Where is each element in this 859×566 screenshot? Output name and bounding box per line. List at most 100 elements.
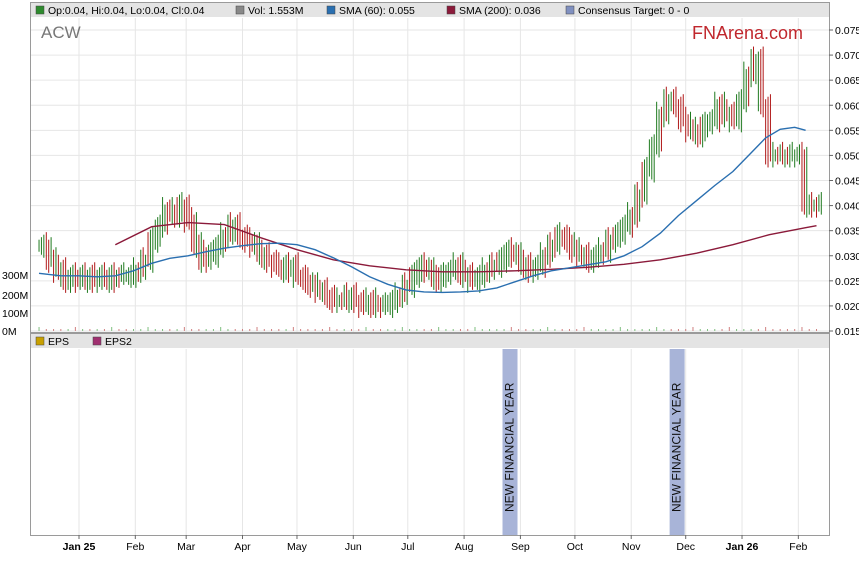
volume-bar — [605, 329, 607, 331]
volume-bar — [634, 329, 636, 331]
volume-bar — [736, 329, 738, 331]
volume-bar — [125, 329, 127, 331]
x-tick-label: Aug — [455, 541, 474, 553]
legend-swatch — [446, 5, 456, 15]
volume-bar — [445, 329, 447, 331]
volume-bar — [154, 329, 156, 331]
x-tick-label: Jan 25 — [63, 541, 96, 553]
volume-bar — [60, 329, 62, 331]
volume-bar — [598, 329, 600, 331]
volume-bar — [612, 329, 614, 331]
volume-bar — [307, 329, 309, 331]
sma200-line — [114, 221, 817, 273]
sma60-line — [38, 126, 806, 294]
y-tick-label: 0.065 — [835, 75, 859, 87]
event-band — [502, 349, 518, 535]
volume-bar — [329, 327, 331, 331]
volume-bar — [489, 329, 491, 331]
volume-bar — [191, 329, 193, 331]
event-label: NEW FINANCIAL YEAR — [503, 382, 517, 512]
volume-bar — [728, 327, 730, 331]
y-tick-label: 0.060 — [835, 100, 859, 112]
legend: Op:0.04, Hi:0.04, Lo:0.04, Cl:0.04 Vol: 1… — [35, 5, 689, 17]
volume-bar — [336, 329, 338, 331]
volume-tick-label: 100M — [2, 308, 28, 320]
legend-swatch — [92, 336, 102, 346]
volume-bar — [547, 327, 549, 331]
eps-panel — [30, 333, 830, 536]
volume-bar — [183, 327, 185, 331]
volume-bar — [794, 329, 796, 331]
y-tick-label: 0.055 — [835, 125, 859, 137]
volume-bar — [815, 329, 817, 331]
legend-bar-eps — [31, 334, 829, 348]
volume-bar — [372, 329, 374, 331]
volume-bar — [205, 329, 207, 331]
volume-bar — [387, 329, 389, 331]
price-candles — [38, 46, 822, 318]
y-axis: 0.075 0.070 0.065 0.060 0.055 0.050 0.045 0.040… — [829, 25, 859, 338]
volume-bar — [786, 329, 788, 331]
legend-entry: Op:0.04, Hi:0.04, Lo:0.04, Cl:0.04 — [48, 5, 205, 17]
volume-bar — [765, 327, 767, 331]
x-tick-label: Jul — [401, 541, 414, 553]
volume-bar — [212, 329, 214, 331]
volume-bar — [82, 329, 84, 331]
volume-bar — [641, 329, 643, 331]
volume-bar — [525, 329, 527, 331]
x-tick-label: Oct — [567, 541, 583, 553]
volume-tick-label: 0M — [2, 326, 17, 338]
volume-bar — [343, 329, 345, 331]
volume-bar — [220, 327, 222, 331]
volume-bar — [162, 329, 164, 331]
volume-bar — [401, 327, 403, 331]
y-tick-label: 0.035 — [835, 226, 859, 238]
volume-bar — [140, 329, 142, 331]
volume-bar — [452, 329, 454, 331]
volume-bar — [568, 329, 570, 331]
volume-bar — [38, 327, 40, 331]
volume-bars — [38, 327, 817, 331]
volume-bar — [656, 327, 658, 331]
y-tick-label: 0.045 — [835, 176, 859, 188]
volume-bar — [271, 329, 273, 331]
y-tick-label: 0.070 — [835, 50, 859, 62]
y-tick-label: 0.025 — [835, 276, 859, 288]
legend-eps: EPS EPS2 — [35, 336, 132, 348]
legend-swatch — [235, 5, 245, 15]
legend-swatch — [565, 5, 575, 15]
volume-bar — [132, 329, 134, 331]
volume-bar — [249, 329, 251, 331]
volume-bar — [496, 329, 498, 331]
volume-bar — [503, 329, 505, 331]
volume-bar — [263, 329, 265, 331]
y-tick-label: 0.020 — [835, 301, 859, 313]
event-bands: NEW FINANCIAL YEAR NEW FINANCIAL YEAR — [502, 349, 685, 535]
volume-bar — [692, 327, 694, 331]
volume-bar — [292, 327, 294, 331]
volume-bar — [663, 329, 665, 331]
price-panel — [30, 2, 830, 333]
legend-entry: SMA (60): 0.055 — [339, 5, 415, 17]
volume-bar — [96, 329, 98, 331]
x-tick-label: May — [287, 541, 308, 553]
ticker-label: ACW — [41, 23, 81, 42]
volume-bar — [772, 329, 774, 331]
x-tick-label: Feb — [789, 541, 807, 553]
volume-bar — [53, 329, 55, 331]
legend-entry: SMA (200): 0.036 — [459, 5, 541, 17]
brand-logo: FNArena.com — [692, 23, 803, 43]
volume-bar — [518, 329, 520, 331]
volume-bar — [198, 329, 200, 331]
x-tick-label: Sep — [511, 541, 530, 553]
volume-bar — [45, 329, 47, 331]
volume-bar — [430, 329, 432, 331]
volume-bar — [539, 329, 541, 331]
x-tick-label: Feb — [126, 541, 144, 553]
volume-bar — [743, 329, 745, 331]
legend-entry: EPS2 — [105, 336, 132, 348]
volume-bar — [801, 327, 803, 331]
volume-bar — [750, 329, 752, 331]
volume-bar — [358, 329, 360, 331]
